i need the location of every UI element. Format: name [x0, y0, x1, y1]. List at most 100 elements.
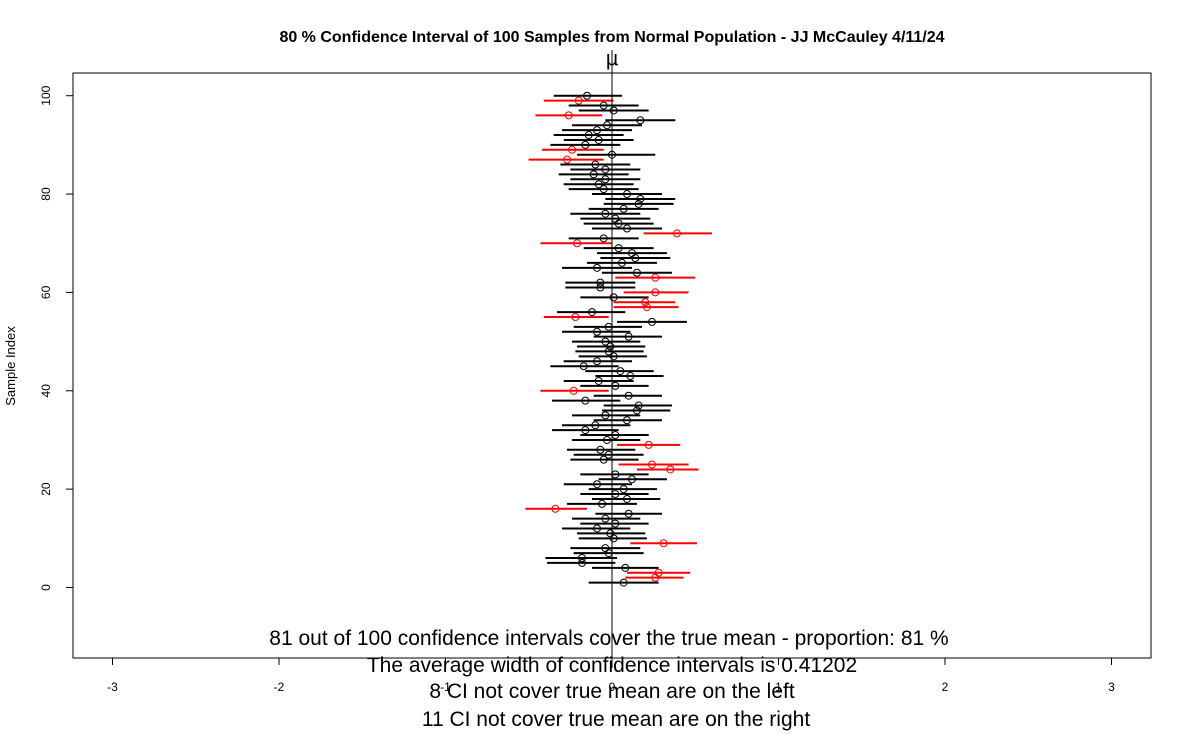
sample-mean-point — [622, 224, 631, 233]
sample-mean-point — [609, 293, 618, 302]
y-tick-label: 80 — [39, 187, 53, 201]
sample-mean-point — [603, 435, 612, 444]
sample-mean-point — [641, 298, 650, 307]
interval-sample-33 — [562, 421, 631, 430]
interval-sample-86 — [560, 160, 631, 169]
sample-mean-point — [622, 494, 631, 503]
interval-sample-90 — [550, 140, 621, 149]
y-tick-label: 40 — [39, 384, 53, 398]
interval-sample-9 — [630, 539, 697, 548]
sample-mean-point — [599, 101, 608, 110]
interval-sample-68 — [597, 249, 667, 258]
interval-sample-99 — [543, 96, 614, 105]
sample-mean-point — [599, 234, 608, 243]
y-tick-label: 20 — [39, 482, 53, 496]
interval-sample-67 — [600, 253, 671, 262]
interval-sample-34 — [593, 416, 662, 425]
sample-mean-point — [606, 342, 615, 351]
y-tick-label: 60 — [39, 285, 53, 299]
interval-sample-38 — [552, 396, 621, 405]
interval-sample-74 — [583, 219, 654, 228]
interval-sample-75 — [580, 214, 651, 223]
sample-mean-point — [594, 180, 603, 189]
sample-mean-point — [593, 126, 602, 135]
interval-sample-41 — [580, 381, 649, 390]
interval-sample-63 — [615, 273, 696, 282]
interval-sample-49 — [577, 342, 646, 351]
interval-sample-70 — [540, 239, 612, 248]
interval-sample-60 — [623, 288, 689, 297]
interval-sample-29 — [616, 440, 681, 449]
interval-sample-23 — [580, 470, 649, 479]
interval-sample-100 — [553, 91, 622, 100]
interval-sample-92 — [553, 131, 624, 140]
x-tick-label: 3 — [1108, 680, 1115, 694]
sample-mean-point — [581, 396, 590, 405]
sample-mean-point — [624, 332, 633, 341]
interval-sample-94 — [572, 121, 642, 130]
interval-sample-96 — [535, 111, 603, 120]
sample-mean-point — [617, 258, 626, 267]
sample-mean-point — [599, 455, 608, 464]
sample-mean-point — [593, 524, 602, 533]
y-axis-label: Sample Index — [3, 326, 18, 406]
interval-sample-16 — [525, 504, 588, 513]
interval-sample-88 — [577, 150, 656, 159]
chart-title: 80 % Confidence Interval of 100 Samples … — [279, 29, 944, 46]
sample-mean-point — [593, 263, 602, 272]
interval-sample-58 — [613, 298, 676, 307]
interval-sample-80 — [592, 190, 662, 199]
interval-sample-72 — [643, 229, 712, 238]
sample-mean-point — [624, 391, 633, 400]
sample-mean-point — [596, 278, 605, 287]
interval-sample-47 — [578, 352, 647, 361]
sample-mean-point — [601, 411, 610, 420]
interval-sample-25 — [618, 460, 689, 469]
sample-mean-point — [636, 194, 645, 203]
x-tick-label: 0 — [609, 680, 616, 694]
interval-sample-76 — [570, 209, 641, 218]
sample-mean-point — [634, 401, 643, 410]
interval-sample-5 — [547, 558, 616, 567]
sample-mean-point — [601, 165, 610, 174]
sample-mean-point — [621, 563, 630, 572]
sample-mean-point — [626, 372, 635, 381]
sample-mean-point — [609, 352, 618, 361]
average-width-summary: The average width of confidence interval… — [367, 654, 857, 677]
sample-mean-point — [588, 308, 597, 317]
interval-sample-21 — [563, 480, 632, 489]
interval-sample-89 — [542, 145, 604, 154]
interval-sample-65 — [562, 263, 632, 272]
x-tick-label: -2 — [274, 680, 285, 694]
interval-sample-15 — [595, 509, 662, 518]
sample-mean-point — [591, 160, 600, 169]
interval-sample-46 — [563, 357, 632, 366]
interval-sample-93 — [562, 126, 632, 135]
interval-sample-27 — [573, 450, 644, 459]
sample-mean-point — [619, 485, 628, 494]
interval-series — [525, 91, 712, 587]
interval-sample-77 — [588, 204, 659, 213]
interval-sample-95 — [605, 116, 676, 125]
interval-sample-52 — [562, 327, 631, 336]
sample-mean-point — [581, 140, 590, 149]
sample-mean-point — [647, 317, 656, 326]
x-tick-label: -3 — [107, 680, 118, 694]
interval-sample-56 — [557, 308, 626, 317]
interval-sample-57 — [613, 303, 679, 312]
sample-mean-point — [573, 239, 582, 248]
interval-sample-32 — [552, 426, 619, 435]
sample-mean-point — [603, 121, 612, 130]
interval-sample-61 — [565, 283, 636, 292]
interval-sample-82 — [563, 180, 634, 189]
sample-mean-point — [632, 268, 641, 277]
sample-mean-point — [574, 96, 583, 105]
interval-sample-44 — [585, 367, 654, 376]
interval-sample-43 — [595, 372, 664, 381]
interval-sample-97 — [578, 106, 649, 115]
x-tick-label: 2 — [942, 680, 949, 694]
sample-mean-point — [571, 313, 580, 322]
sample-mean-point — [654, 568, 663, 577]
interval-sample-62 — [565, 278, 636, 287]
interval-sample-42 — [563, 376, 634, 385]
